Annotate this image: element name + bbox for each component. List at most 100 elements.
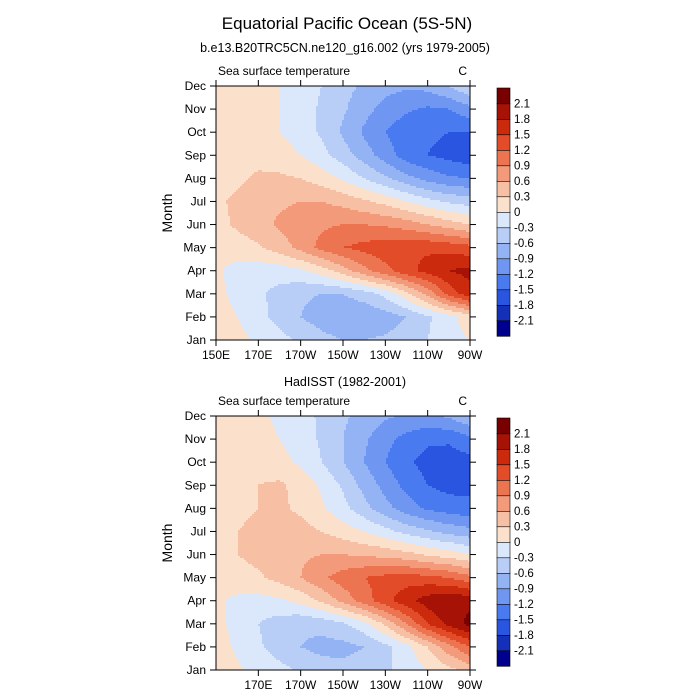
contour-cell xyxy=(230,100,233,103)
contour-cell xyxy=(236,102,239,105)
contour-cell xyxy=(270,92,273,95)
contour-cell xyxy=(468,112,471,115)
contour-cell xyxy=(384,90,387,93)
contour-cell xyxy=(228,88,231,91)
contour-cell xyxy=(270,98,273,101)
contour-cell xyxy=(388,118,391,121)
contour-cell xyxy=(224,128,227,131)
contour-cell xyxy=(370,108,373,111)
contour-cell xyxy=(366,94,369,97)
contour-cell xyxy=(222,98,225,101)
contour-cell xyxy=(276,130,279,133)
contour-cell xyxy=(246,86,249,89)
contour-cell xyxy=(310,130,313,133)
contour-cell xyxy=(368,124,371,127)
contour-cell xyxy=(426,98,429,101)
contour-cell xyxy=(358,126,361,129)
contour-cell xyxy=(324,106,327,109)
contour-cell xyxy=(390,116,393,119)
contour-cell xyxy=(274,90,277,93)
contour-cell xyxy=(378,112,381,115)
contour-cell xyxy=(240,90,243,93)
contour-cell xyxy=(458,120,461,123)
contour-cell xyxy=(336,128,339,131)
contour-cell xyxy=(308,130,311,133)
contour-cell xyxy=(354,122,357,125)
contour-cell xyxy=(446,118,449,121)
contour-cell xyxy=(248,122,251,125)
contour-cell xyxy=(448,86,451,89)
contour-cell xyxy=(216,88,219,91)
contour-cell xyxy=(234,92,237,95)
contour-cell xyxy=(402,102,405,105)
contour-cell xyxy=(310,110,313,113)
contour-cell xyxy=(350,92,353,95)
contour-cell xyxy=(270,110,273,113)
contour-cell xyxy=(276,104,279,107)
contour-cell xyxy=(332,118,335,121)
contour-cell xyxy=(254,126,257,129)
contour-cell xyxy=(346,100,349,103)
contour-cell xyxy=(250,100,253,103)
contour-cell xyxy=(254,130,257,133)
contour-cell xyxy=(388,100,391,103)
contour-cell xyxy=(346,108,349,111)
contour-cell xyxy=(428,112,431,115)
contour-cell xyxy=(424,88,427,91)
contour-cell xyxy=(350,86,353,89)
contour-cell xyxy=(444,128,447,131)
contour-cell xyxy=(264,122,267,125)
contour-cell xyxy=(450,110,453,113)
contour-cell xyxy=(338,96,341,99)
contour-cell xyxy=(330,120,333,123)
contour-cell xyxy=(270,124,273,127)
contour-cell xyxy=(342,88,345,91)
contour-cell xyxy=(330,112,333,115)
contour-cell xyxy=(308,106,311,109)
contour-cell xyxy=(248,124,251,127)
contour-cell xyxy=(410,122,413,125)
contour-cell xyxy=(298,86,301,89)
contour-cell xyxy=(250,96,253,99)
contour-cell xyxy=(426,96,429,99)
contour-cell xyxy=(310,122,313,125)
contour-cell xyxy=(426,104,429,107)
contour-cell xyxy=(374,92,377,95)
contour-cell xyxy=(242,116,245,119)
contour-cell xyxy=(260,86,263,89)
contour-cell xyxy=(328,122,331,125)
contour-cell xyxy=(458,124,461,127)
contour-cell xyxy=(328,102,331,105)
contour-cell xyxy=(424,102,427,105)
contour-cell xyxy=(428,128,431,131)
contour-cell xyxy=(396,88,399,91)
contour-cell xyxy=(258,108,261,111)
contour-cell xyxy=(410,126,413,129)
contour-cell xyxy=(372,86,375,89)
contour-cell xyxy=(266,124,269,127)
contour-cell xyxy=(304,86,307,89)
contour-cell xyxy=(262,88,265,91)
contour-cell xyxy=(378,92,381,95)
contour-cell xyxy=(304,118,307,121)
contour-cell xyxy=(420,104,423,107)
contour-cell xyxy=(232,120,235,123)
contour-cell xyxy=(350,118,353,121)
contour-cell xyxy=(454,120,457,123)
contour-cell xyxy=(278,100,281,103)
contour-cell xyxy=(294,120,297,123)
contour-cell xyxy=(392,106,395,109)
contour-cell xyxy=(434,92,437,95)
contour-cell xyxy=(426,100,429,103)
contour-cell xyxy=(376,100,379,103)
contour-cell xyxy=(354,108,357,111)
contour-cell xyxy=(274,92,277,95)
contour-field xyxy=(216,86,471,341)
contour-cell xyxy=(372,100,375,103)
contour-cell xyxy=(446,94,449,97)
contour-cell xyxy=(366,110,369,113)
contour-cell xyxy=(448,90,451,93)
contour-cell xyxy=(452,116,455,119)
contour-cell xyxy=(292,98,295,101)
contour-cell xyxy=(468,92,471,95)
